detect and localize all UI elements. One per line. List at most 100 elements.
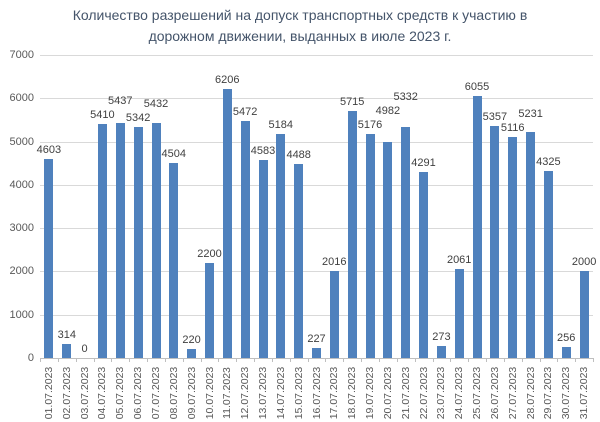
y-axis-tick-label: 4000: [9, 178, 34, 191]
x-axis-tick-label: 26.07.2023: [488, 366, 501, 420]
x-axis-tick-mark: [289, 358, 291, 362]
bar: [169, 163, 179, 358]
x-axis-tick-mark: [343, 358, 345, 362]
bar-value-label: 227: [307, 333, 326, 346]
bar-value-label: 0: [81, 343, 88, 355]
bar-value-label: 4982: [375, 105, 401, 117]
x-axis-tick-label: 14.07.2023: [274, 366, 287, 420]
bar: [187, 348, 197, 358]
bar: [401, 127, 411, 358]
bar: [151, 122, 161, 358]
x-axis-tick-mark: [271, 358, 273, 362]
bar: [526, 131, 536, 358]
x-axis-tick-label: 29.07.2023: [542, 366, 555, 420]
x-axis-tick-mark: [254, 358, 256, 362]
bar: [258, 159, 268, 358]
x-axis-tick-label: 18.07.2023: [346, 366, 359, 420]
bar: [205, 262, 214, 358]
x-axis-tick-mark: [111, 358, 113, 362]
x-axis-tick-label: 09.07.2023: [185, 366, 198, 420]
x-axis-tick-label: 11.07.2023: [221, 367, 234, 419]
bar-value-label: 2016: [322, 255, 347, 268]
bar: [383, 142, 393, 358]
bar-value-label: 2200: [197, 247, 222, 260]
bar-value-label: 273: [432, 331, 451, 344]
x-axis-tick-label: 08.07.2023: [167, 366, 180, 420]
bar: [133, 126, 143, 358]
y-axis-tick-label: 0: [27, 352, 34, 364]
bar: [579, 271, 589, 358]
bar: [561, 346, 571, 358]
bar-value-label: 5176: [357, 119, 383, 131]
x-axis-tick-label: 03.07.2023: [78, 366, 91, 420]
x-axis-tick-mark: [218, 358, 220, 362]
bar: [294, 163, 304, 358]
bar: [276, 133, 286, 358]
x-axis-tick-mark: [57, 358, 59, 362]
x-axis-tick-label: 22.07.2023: [417, 366, 430, 420]
bar-value-label: 4603: [36, 143, 62, 156]
x-axis-tick-mark: [396, 358, 398, 362]
bar-value-label: 2061: [446, 253, 472, 266]
bar: [508, 136, 518, 358]
x-axis-tick-mark: [468, 358, 470, 362]
bar-value-label: 4504: [161, 148, 187, 160]
bar: [347, 110, 357, 358]
bar: [240, 121, 250, 358]
bar-value-label: 5437: [108, 94, 133, 107]
x-axis-tick-label: 06.07.2023: [132, 366, 145, 420]
bar-value-label: 256: [557, 331, 576, 344]
bar-value-label: 4488: [286, 148, 311, 161]
x-axis-tick-label: 01.07.2023: [42, 366, 55, 420]
chart-title-line-1: Количество разрешений на допуск транспор…: [72, 7, 528, 23]
bar-value-label: 5231: [518, 107, 543, 120]
x-axis-tick-label: 05.07.2023: [114, 366, 127, 420]
gridline: [40, 98, 593, 100]
bar-value-label: 5342: [125, 111, 151, 124]
bar: [365, 134, 375, 358]
bar-value-label: 5116: [500, 121, 525, 134]
bar-value-label: 220: [182, 333, 201, 346]
x-axis-tick-label: 30.07.2023: [560, 366, 573, 420]
bar-value-label: 4291: [411, 157, 436, 170]
x-axis-tick-label: 21.07.2023: [399, 366, 412, 420]
y-axis-tick-label: 3000: [9, 222, 34, 235]
x-axis-tick-label: 15.07.2023: [292, 366, 305, 420]
x-axis-tick-mark: [93, 358, 95, 362]
x-axis-tick-label: 16.07.2023: [310, 366, 323, 420]
x-axis-tick-label: 28.07.2023: [524, 366, 537, 420]
x-axis-tick-mark: [200, 358, 202, 362]
y-axis-tick-label: 1000: [9, 308, 34, 321]
bar: [490, 126, 500, 358]
x-axis-tick-mark: [593, 358, 594, 362]
y-axis-tick-label: 2000: [9, 265, 34, 278]
bar-value-label: 5332: [393, 91, 418, 103]
x-axis-tick-label: 12.07.2023: [239, 366, 252, 420]
x-axis-tick-mark: [75, 358, 77, 362]
x-axis-tick-mark: [307, 358, 309, 362]
bar: [472, 95, 482, 358]
x-axis-tick-mark: [147, 358, 148, 362]
x-axis-tick-label: 25.07.2023: [471, 366, 483, 420]
bar: [543, 170, 553, 358]
bar: [436, 346, 446, 358]
x-axis-tick-mark: [575, 358, 577, 362]
x-axis-tick-label: 13.07.2023: [257, 366, 269, 420]
x-axis-tick-label: 10.07.2023: [203, 366, 216, 420]
x-axis-tick-mark: [40, 358, 41, 362]
bar: [62, 344, 72, 358]
x-axis-tick-mark: [182, 358, 184, 362]
bar: [44, 158, 54, 358]
chart-title: Количество разрешений на допуск транспор…: [0, 5, 600, 47]
x-axis-tick-mark: [557, 358, 559, 362]
x-axis-tick-mark: [325, 358, 327, 362]
x-axis-tick-mark: [486, 358, 487, 362]
gridline: [40, 184, 593, 186]
bar-value-label: 6055: [464, 80, 490, 93]
x-axis-tick-mark: [129, 358, 131, 362]
x-axis-tick-label: 07.07.2023: [150, 366, 162, 420]
bar-value-label: 4583: [250, 144, 276, 157]
gridline: [40, 141, 593, 143]
bar-value-label: 4325: [536, 155, 561, 168]
